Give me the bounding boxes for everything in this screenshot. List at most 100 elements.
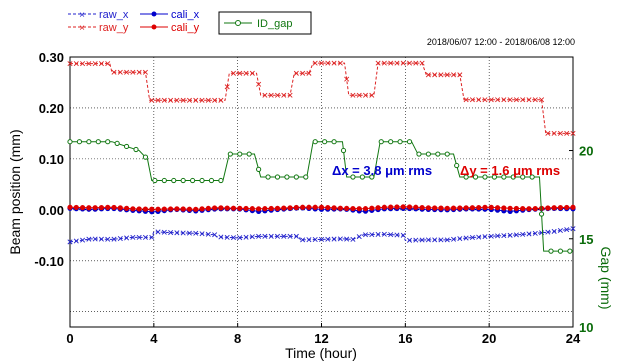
data-point: [476, 97, 482, 103]
data-point: [98, 61, 104, 67]
data-point: [526, 97, 532, 103]
data-point: [180, 177, 186, 184]
data-point: [243, 70, 249, 76]
data-point: [205, 231, 211, 237]
data-point: [142, 234, 148, 240]
data-point: [98, 236, 104, 242]
data-point: [142, 69, 148, 75]
data-point: [526, 206, 532, 212]
data-point: [105, 139, 111, 145]
x-axis-title: Time (hour): [285, 345, 357, 361]
data-point: [545, 130, 551, 136]
data-point: [545, 205, 551, 211]
data-point: [438, 237, 444, 243]
series-line: [70, 62, 573, 134]
data-point: [152, 177, 158, 184]
data-point: [123, 143, 130, 150]
data-point: [230, 205, 237, 211]
data-point: [136, 206, 142, 212]
legend-label-cali-x: cali_x: [171, 9, 200, 21]
data-point: [520, 97, 526, 103]
data-point: [406, 204, 413, 210]
data-point: [425, 205, 431, 211]
data-point: [212, 97, 218, 103]
data-point: [312, 60, 318, 66]
data-point: [142, 206, 149, 212]
data-point: [432, 72, 438, 78]
data-point: [105, 236, 111, 242]
data-point: [482, 174, 488, 180]
data-point: [513, 97, 519, 103]
data-point: [344, 205, 350, 212]
data-point: [133, 146, 139, 153]
data-point: [142, 154, 149, 160]
data-point: [86, 236, 92, 242]
data-point: [419, 204, 425, 211]
data-point: [520, 174, 526, 180]
data-point: [419, 237, 425, 243]
data-point: [350, 236, 356, 242]
series-raw-y: [67, 60, 576, 136]
data-point: [190, 177, 196, 184]
data-point: [538, 211, 545, 217]
data-point: [174, 206, 180, 212]
data-point: [567, 248, 573, 254]
data-point: [488, 204, 494, 210]
data-point: [463, 205, 469, 211]
data-point: [557, 204, 564, 211]
tick-labels: 0 4 8 12 16 20 24 -0.10 0.00 0.10 0.20 0.30 10 15 20: [34, 50, 593, 346]
data-point: [306, 70, 312, 76]
data-point: [149, 234, 155, 240]
data-point: [454, 162, 460, 169]
data-point: [230, 235, 236, 241]
svg-text:×: ×: [79, 23, 85, 34]
data-point: [513, 205, 520, 212]
data-point: [340, 147, 347, 154]
data-point: [318, 204, 325, 210]
data-point: [306, 204, 312, 210]
data-point: [67, 204, 73, 210]
data-point: [293, 174, 299, 180]
data-point: [520, 231, 526, 237]
series-line: [69, 228, 574, 243]
data-point: [564, 204, 570, 211]
data-point: [501, 97, 507, 103]
data-point: [124, 69, 130, 75]
data-point: [388, 232, 394, 238]
data-point: [92, 236, 98, 242]
data-point: [111, 204, 117, 211]
y2-tick-label: 15: [579, 232, 593, 247]
data-point: [111, 69, 117, 75]
annotation-dx: Δx = 3.8 μm rms: [332, 163, 432, 178]
y2-tick-label: 10: [579, 320, 593, 335]
data-point: [356, 206, 362, 212]
data-point: [337, 205, 343, 211]
data-point: [287, 205, 293, 211]
data-point: [491, 174, 498, 180]
data-point: [130, 234, 136, 240]
data-point: [337, 236, 343, 242]
legend: × raw_x × raw_y cali_x cali_y ID_gap: [68, 9, 312, 35]
data-point: [438, 72, 444, 78]
data-point: [369, 205, 375, 211]
data-point: [369, 92, 375, 98]
data-point: [407, 60, 413, 66]
y-tick-label: 0.10: [39, 152, 64, 167]
grid: [69, 57, 574, 328]
data-point: [438, 205, 444, 211]
data-point: [76, 139, 83, 145]
svg-text:×: ×: [79, 10, 85, 21]
data-point: [407, 237, 413, 243]
data-point: [337, 60, 343, 66]
legend-label-cali-y: cali_y: [171, 22, 200, 34]
data-point: [532, 230, 538, 236]
y-tick-label: 0.00: [39, 203, 64, 218]
x-tick-label: 24: [566, 331, 581, 346]
data-point: [469, 97, 475, 103]
data-point: [249, 234, 255, 240]
data-point: [171, 177, 177, 184]
data-point: [67, 61, 73, 67]
data-point: [495, 97, 501, 103]
data-point: [331, 205, 337, 211]
